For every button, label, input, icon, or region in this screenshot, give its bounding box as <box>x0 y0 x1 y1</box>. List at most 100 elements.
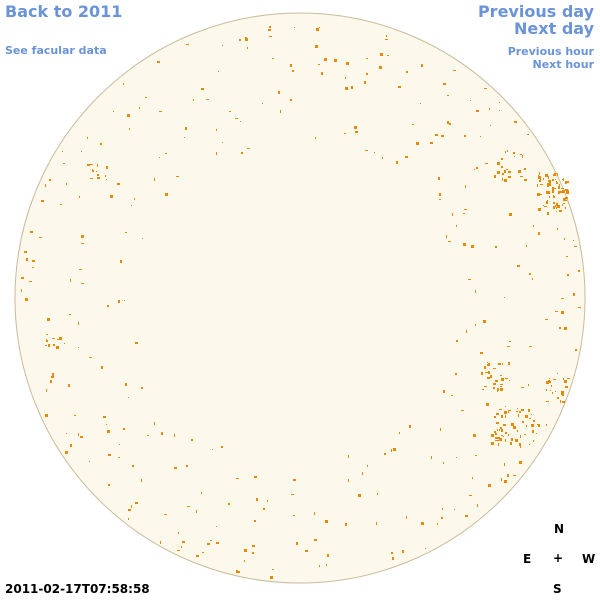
facula <box>193 99 194 101</box>
facula <box>222 142 223 143</box>
facula <box>103 416 106 418</box>
facula <box>468 279 471 280</box>
facula <box>497 388 499 391</box>
facula <box>532 430 534 433</box>
facula <box>176 176 179 177</box>
facula <box>528 384 529 386</box>
next-day-link[interactable]: Next day <box>514 19 594 38</box>
facula <box>269 36 272 37</box>
facula <box>493 383 496 385</box>
facula <box>272 58 274 59</box>
facula <box>319 565 320 567</box>
facula <box>25 298 28 301</box>
facula <box>508 434 509 436</box>
back-link[interactable]: Back to 2011 <box>5 2 123 21</box>
facula <box>500 427 502 429</box>
facula <box>509 380 510 381</box>
facula <box>559 210 562 212</box>
facula <box>489 108 490 110</box>
facula <box>543 178 544 180</box>
facula <box>549 181 551 183</box>
facula <box>480 352 483 354</box>
facula <box>53 344 55 346</box>
facula <box>118 457 120 458</box>
facula <box>550 390 551 391</box>
facula <box>318 64 320 65</box>
facula <box>431 142 433 144</box>
facula <box>555 179 556 180</box>
facula <box>66 433 67 434</box>
facula <box>437 523 438 525</box>
facula <box>552 190 554 193</box>
facula <box>145 97 147 98</box>
facula <box>412 124 414 125</box>
facula <box>508 171 511 173</box>
facula <box>290 64 292 67</box>
facula <box>69 314 71 315</box>
facula <box>184 137 185 138</box>
facula <box>154 422 155 425</box>
facula <box>519 411 521 413</box>
previous-hour-link[interactable]: Previous hour <box>507 45 594 58</box>
facula <box>128 518 129 520</box>
facula <box>556 203 558 206</box>
facula <box>443 462 444 464</box>
facula <box>406 71 408 73</box>
facula <box>81 151 82 152</box>
facula <box>81 235 84 238</box>
facula <box>567 378 570 379</box>
facula <box>222 45 223 46</box>
facula <box>558 191 560 194</box>
facula <box>499 102 500 103</box>
previous-day-link[interactable]: Previous day <box>477 2 594 21</box>
facula <box>563 203 565 204</box>
facula <box>278 91 280 94</box>
facula <box>497 437 500 439</box>
facula <box>545 319 548 320</box>
facula <box>216 542 219 544</box>
facula <box>315 137 316 139</box>
facula <box>291 494 294 495</box>
facula <box>105 175 106 177</box>
facula <box>496 422 499 424</box>
facula <box>567 274 569 276</box>
facula <box>546 424 547 426</box>
facula <box>558 188 560 189</box>
facula <box>101 366 103 369</box>
facula <box>196 555 199 557</box>
facula <box>520 435 521 438</box>
facula <box>443 83 446 85</box>
facula <box>548 380 550 382</box>
facula <box>324 58 327 61</box>
facula <box>491 434 494 437</box>
facula <box>524 434 525 435</box>
facula <box>269 26 271 28</box>
facula <box>63 163 65 164</box>
facula <box>563 378 564 380</box>
facula <box>382 157 383 159</box>
facula <box>402 550 404 553</box>
facula <box>537 184 538 187</box>
facula <box>561 392 564 395</box>
facula <box>117 183 120 185</box>
facula <box>474 169 475 170</box>
facula <box>562 401 565 403</box>
facula <box>327 554 329 557</box>
facular-data-link[interactable]: See facular data <box>5 44 107 57</box>
facula <box>113 111 114 112</box>
facula <box>355 131 358 133</box>
facula <box>482 389 484 390</box>
facula <box>529 444 530 445</box>
facula <box>456 457 457 458</box>
next-hour-link[interactable]: Next hour <box>532 58 595 71</box>
facula <box>456 225 457 227</box>
facula <box>391 552 393 554</box>
facula <box>487 377 490 379</box>
facula <box>509 341 511 342</box>
facula <box>305 550 308 552</box>
facula <box>524 179 527 181</box>
facula <box>39 237 42 238</box>
facula <box>520 445 521 448</box>
facula <box>502 363 503 365</box>
